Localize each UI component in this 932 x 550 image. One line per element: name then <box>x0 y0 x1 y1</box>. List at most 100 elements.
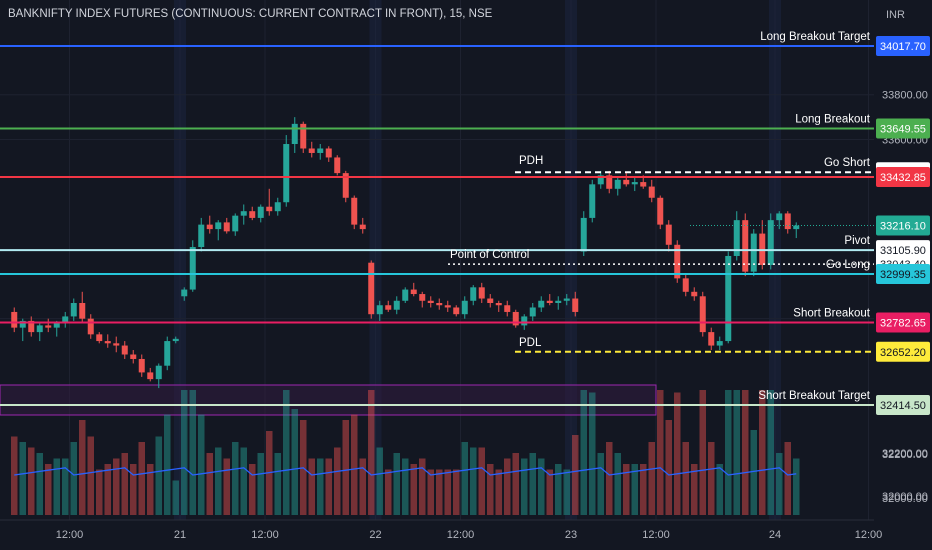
volume-bar <box>121 453 128 515</box>
candle <box>393 296 400 315</box>
candle-body <box>172 338 179 342</box>
candle <box>767 213 774 270</box>
volume-bar <box>198 414 205 515</box>
candle-body <box>308 148 315 153</box>
candle <box>793 222 800 239</box>
candle-body <box>368 262 375 315</box>
volume-bar <box>240 447 247 515</box>
time-scale[interactable]: 12:00 21 12:00 22 12:00 23 12:00 24 12:00 <box>0 519 882 541</box>
candle <box>572 291 579 317</box>
volume-bar <box>478 447 485 515</box>
candle <box>597 170 604 189</box>
volume-bar <box>470 447 477 515</box>
volume-bar <box>521 458 528 515</box>
candle-body <box>62 316 69 324</box>
volume-bar <box>402 458 409 515</box>
candle <box>512 309 519 328</box>
candle-body <box>648 186 655 198</box>
price-tag-label: 32652.20 <box>880 347 926 359</box>
candle-body <box>28 320 35 333</box>
candle-body <box>19 320 26 328</box>
candle <box>257 204 264 223</box>
price-tag: 33432.85 <box>876 166 930 187</box>
candle <box>495 300 502 312</box>
candle <box>563 294 570 306</box>
volume-bar <box>28 447 35 515</box>
candle <box>487 294 494 308</box>
price-tag: 34017.70 <box>876 36 930 56</box>
volume-bar <box>249 464 256 515</box>
volume-bar <box>342 420 349 515</box>
volume-bar <box>410 464 417 515</box>
candle <box>708 327 715 351</box>
price-tag: 32782.65 <box>876 312 930 333</box>
level-label: Short Breakout Target <box>758 390 870 402</box>
candle-body <box>402 289 409 301</box>
volume-bar <box>70 442 77 515</box>
candle-body <box>96 334 103 342</box>
candle-body <box>546 300 553 304</box>
candle <box>750 229 757 277</box>
price-tag-bg <box>876 341 930 362</box>
volume-bar <box>359 458 366 515</box>
candle-body <box>410 289 417 295</box>
volume-bar <box>716 464 723 515</box>
candle <box>470 285 477 306</box>
level-label: Short Breakout <box>793 308 871 320</box>
candle <box>172 336 179 344</box>
level-label: PDH <box>519 155 543 167</box>
price-tag-label: 33216.10 <box>880 221 926 233</box>
volume-bar <box>487 464 494 515</box>
candle-body <box>640 182 647 187</box>
candle <box>504 300 511 317</box>
volume-bar <box>376 447 383 515</box>
price-tag: 33216.10 <box>876 215 930 236</box>
candle-body <box>79 303 86 319</box>
candle-body <box>674 244 681 279</box>
candles <box>11 117 800 389</box>
volume-tick-label: 32000.00 <box>882 491 928 503</box>
price-tick-label: 33800.00 <box>882 90 928 102</box>
candle-body <box>206 224 213 230</box>
level-lines: Long Breakout Target Long Breakout Go Shor… <box>0 31 874 406</box>
candle-body <box>793 225 800 230</box>
volume-bar <box>130 464 137 515</box>
time-tick-label: 23 <box>565 529 577 541</box>
price-tag-label: 33105.90 <box>880 245 926 257</box>
price-tag-label: 33432.85 <box>880 172 926 184</box>
candle <box>657 195 664 230</box>
candle <box>555 296 562 310</box>
candle-body <box>189 247 196 290</box>
candle-body <box>776 213 783 221</box>
candle-body <box>274 202 281 212</box>
volume-bar <box>453 469 460 515</box>
candle-body <box>538 300 545 308</box>
volume-bar <box>257 453 264 515</box>
candle-body <box>53 323 60 328</box>
candle <box>461 296 468 319</box>
candle <box>529 303 536 321</box>
candle <box>385 300 392 312</box>
time-tick-label: 12:00 <box>56 529 84 541</box>
price-tag-label: 34017.70 <box>880 41 926 53</box>
candle <box>699 291 706 337</box>
volume-bar <box>104 464 111 515</box>
volume-bar <box>572 435 579 515</box>
candle-body <box>708 332 715 346</box>
candle-body <box>181 289 188 297</box>
price-scale[interactable]: 33800.0033600.0032800.0032200.0032000.00… <box>874 0 932 520</box>
candle-body <box>393 300 400 310</box>
symbol-title: BANKNIFTY INDEX FUTURES (CONTINUOUS: CUR… <box>8 8 493 20</box>
candle <box>376 300 383 321</box>
candle-body <box>580 217 587 252</box>
volume-bar <box>36 453 43 515</box>
level-label: Go Long <box>826 259 870 271</box>
candle-body <box>453 307 460 315</box>
candle-body <box>725 255 732 342</box>
candle-body <box>750 233 757 272</box>
candle <box>232 213 239 236</box>
volume-bar <box>325 458 332 515</box>
volume-bar <box>648 442 655 515</box>
candle <box>283 135 290 207</box>
